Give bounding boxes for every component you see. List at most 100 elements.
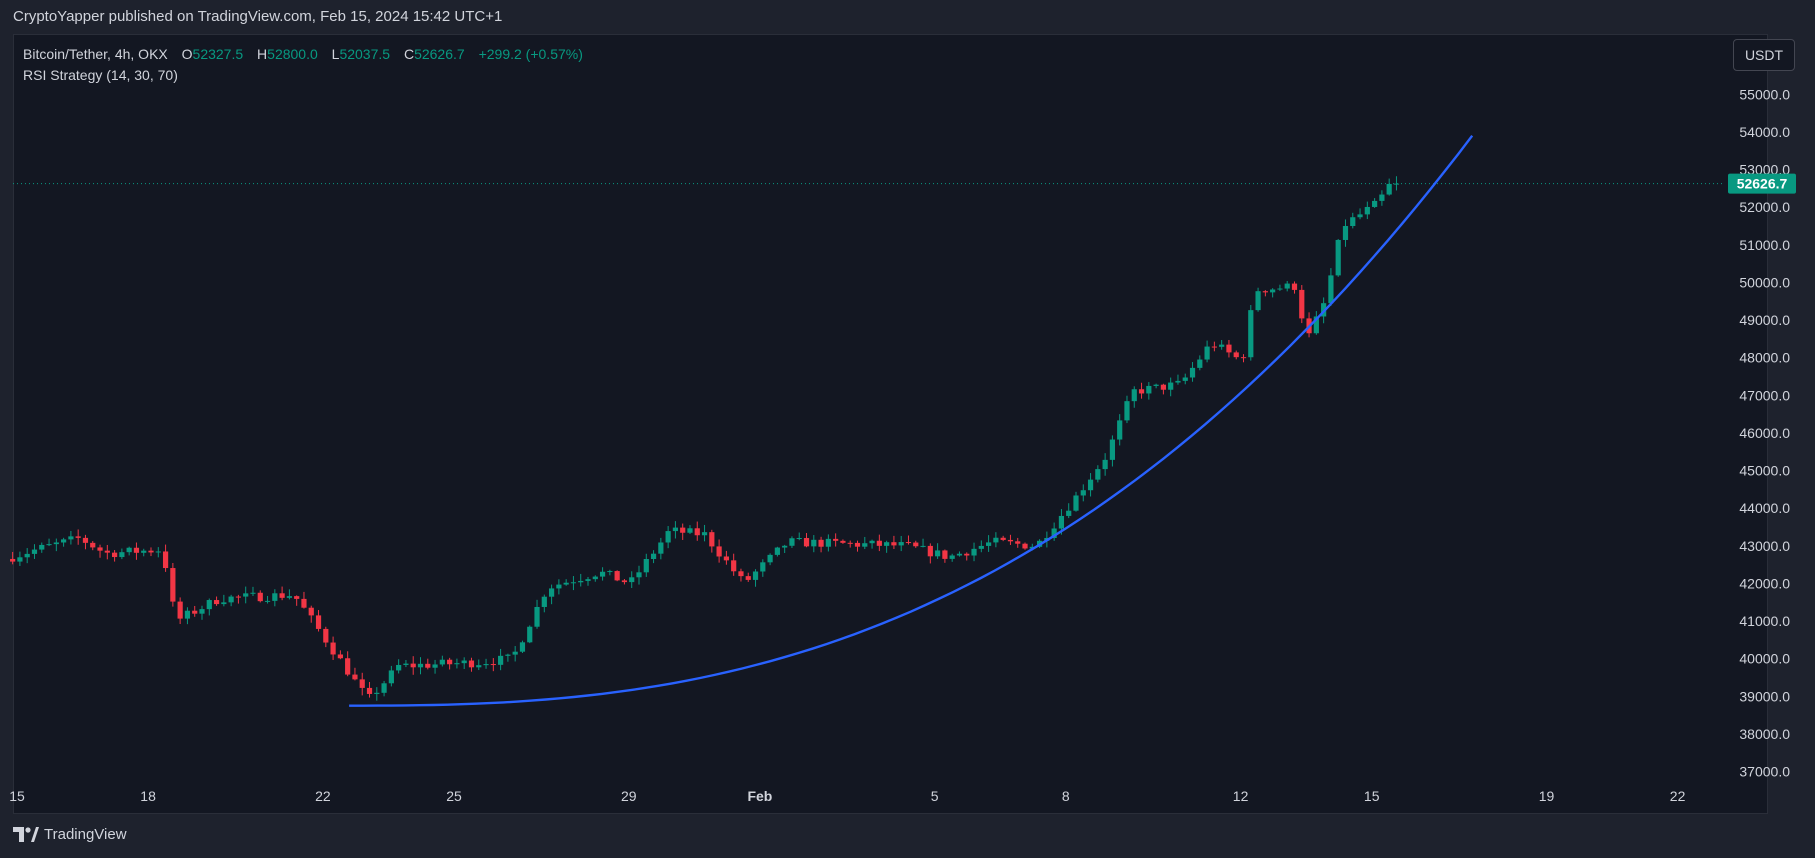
x-tick-label: 25 [446,788,462,804]
candle-body [884,542,890,546]
candle-body [607,571,613,573]
candle-body [1124,401,1130,421]
legend-close-value: 52626.7 [414,46,465,62]
footer-brand[interactable]: TradingView [13,826,127,843]
candle-body [192,610,198,614]
candle-body [119,552,125,558]
candle-body [170,568,176,602]
x-tick-label: 22 [315,788,331,804]
candle-body [694,528,700,536]
time-axis[interactable]: 15 18 22 25 29 Feb 5 8 12 15 19 22 [9,788,1685,804]
candle-body [461,660,467,664]
candle-body [949,555,955,559]
y-tick-label: 42000.0 [1739,575,1790,591]
candle-body [592,576,598,580]
candle-body [1160,384,1166,390]
candle-body [731,560,737,572]
candle-body [811,539,817,547]
support-curve [349,134,1474,707]
candle-body [257,592,263,602]
candle-body [1153,384,1159,386]
candle-body [745,576,751,580]
candle-body [1102,459,1108,470]
candle-body [388,670,394,684]
candle-body [315,615,322,629]
y-tick-label: 43000.0 [1739,538,1790,554]
candle-body [847,542,853,544]
price-axis[interactable]: 37000.0 38000.0 39000.0 40000.0 41000.0 42000… [1739,86,1790,779]
candle-body [425,663,431,668]
x-tick-label: 22 [1670,788,1686,804]
y-tick-label: 39000.0 [1739,688,1790,704]
candle-body [286,596,292,598]
legend-low-value: 52037.5 [339,46,391,62]
candle-body [243,593,249,597]
candle-body [767,554,773,563]
candle-body [854,542,861,547]
candle-body [279,593,285,598]
candle-body [1073,495,1079,511]
candle-body [206,600,212,610]
candle-body [1313,316,1319,334]
candle-body [345,658,351,675]
legend-indicator[interactable]: RSI Strategy (14, 30, 70) [23,67,178,83]
candle-body [527,626,533,643]
candle-body [913,542,919,547]
candle-body [1168,382,1174,390]
candle-body [942,550,948,559]
candle-body [221,602,227,605]
currency-button[interactable]: USDT [1733,39,1795,71]
candle-body [1117,420,1123,440]
candle-body [1393,183,1400,185]
legend-low-label: L [331,46,340,62]
candle-body [359,679,365,688]
candle-body [213,600,220,605]
candle-body [447,659,453,665]
candle-body [1007,539,1014,542]
candles [10,176,1400,701]
candle-body [658,542,664,554]
candle-body [162,551,169,569]
candle-body [352,674,358,680]
candle-body [709,532,715,547]
candle-body [978,545,984,549]
candle-body [498,655,504,665]
x-tick-label: 15 [1364,788,1380,804]
candle-body [381,683,387,693]
candle-body [512,651,518,655]
candle-body [570,582,577,584]
candle-body [410,663,416,668]
candle-body [454,663,460,665]
candle-body [10,558,16,562]
y-tick-label: 46000.0 [1739,425,1790,441]
candle-body [985,542,992,546]
candle-body [636,572,642,578]
candle-body [75,536,81,538]
legend-ohlc-row: Bitcoin/Tether, 4h, OKX O52327.5 H52800.… [23,44,583,65]
candle-body [61,539,67,543]
candle-body [760,562,766,572]
candle-body [1197,359,1203,368]
candle-body [1146,385,1152,394]
candle-body [235,596,242,598]
candle-body [1364,206,1370,215]
candle-body [1262,291,1268,293]
candle-body [97,547,103,551]
candle-body [1386,183,1392,195]
x-tick-label: Feb [747,788,772,804]
candle-body [1015,541,1021,544]
candle-body [782,545,788,548]
chart-panel[interactable] [13,34,1768,814]
candle-body [90,542,96,548]
candle-body [599,571,606,577]
candle-body [148,550,154,553]
candle-body [301,598,307,608]
legend-open-label: O [181,46,193,62]
y-tick-label: 55000.0 [1739,86,1790,102]
candle-body [1000,537,1006,540]
candle-body [82,537,89,543]
candle-body [366,687,373,694]
candle-body [789,538,795,546]
candle-body [68,536,74,540]
